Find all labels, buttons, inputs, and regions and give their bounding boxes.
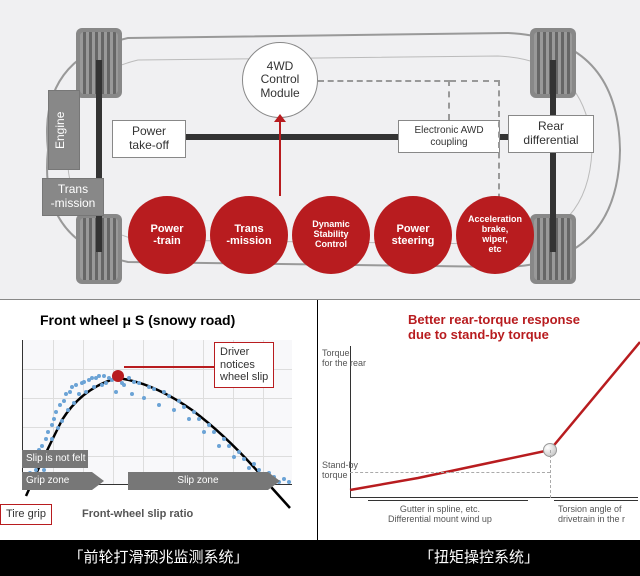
callout-line: [124, 366, 214, 368]
scatter-point: [40, 444, 44, 448]
grip-arrow-icon: [92, 472, 104, 490]
scatter-point: [62, 399, 66, 403]
4wd-control-module: 4WD Control Module: [242, 42, 318, 118]
tire-grip-callout: Tire grip: [0, 504, 52, 525]
dash-vert: [550, 450, 551, 498]
slip-zone-bar: Slip zone: [128, 472, 268, 490]
sensor-circle: Dynamic Stability Control: [292, 196, 370, 274]
scatter-point: [162, 390, 166, 394]
scatter-point: [182, 405, 186, 409]
scatter-point: [46, 430, 50, 434]
grip-zone-bar: Grip zone: [22, 472, 92, 490]
scatter-point: [282, 477, 286, 481]
power-takeoff-box: Power take-off: [112, 120, 186, 158]
scatter-point: [127, 376, 131, 380]
dash-standby: [350, 472, 550, 473]
scatter-point: [50, 423, 54, 427]
caption-left: 「前轮打滑预兆监测系统」: [0, 540, 317, 576]
x-label-r2: Torsion angle of drivetrain in the r: [558, 504, 625, 524]
scatter-point: [58, 403, 62, 407]
scatter-point: [147, 385, 151, 389]
scatter-point: [82, 380, 86, 384]
scatter-point: [84, 390, 88, 394]
dash-down: [448, 80, 450, 120]
scatter-point: [207, 423, 211, 427]
scatter-point: [68, 390, 72, 394]
scatter-point: [92, 385, 96, 389]
sensor-circle: Acceleration brake, wiper, etc: [456, 196, 534, 274]
peak-marker: [112, 370, 124, 382]
chart-title-left: Front wheel μ S (snowy road): [40, 312, 235, 328]
arrowhead-icon: [274, 114, 286, 122]
rear-torque-chart: Better rear-torque response due to stand…: [318, 300, 640, 576]
sensor-circle: Trans -mission: [210, 196, 288, 274]
sensor-circle: Power -train: [128, 196, 206, 274]
scatter-point: [172, 408, 176, 412]
scatter-point: [66, 408, 70, 412]
dash-down2: [498, 80, 500, 210]
electronic-awd-box: Electronic AWD coupling: [398, 120, 500, 153]
scatter-point: [167, 394, 171, 398]
driver-notices-callout: Driver notices wheel slip: [214, 342, 274, 388]
scatter-point: [187, 417, 191, 421]
scatter-point: [56, 426, 60, 430]
scatter-point: [252, 462, 256, 466]
scatter-point: [237, 450, 241, 454]
x-label-r1: Gutter in spline, etc. Differential moun…: [388, 504, 492, 524]
x-axis-label-left: Front-wheel slip ratio: [82, 508, 193, 520]
x-bracket-right: [554, 500, 638, 501]
scatter-point: [52, 417, 56, 421]
dash-right: [318, 80, 450, 82]
engine-box: Engine: [48, 90, 80, 170]
torque-line: [318, 300, 640, 510]
scatter-point: [202, 430, 206, 434]
front-axle: [96, 60, 102, 252]
rear-axle: [550, 60, 556, 252]
red-arrow-up: [279, 118, 281, 196]
front-wheel-slip-chart: Front wheel μ S (snowy road) Driver noti…: [0, 300, 318, 576]
slip-not-felt-bar: Slip is not felt: [22, 450, 88, 468]
scatter-point: [104, 381, 108, 385]
dash-right2: [450, 80, 500, 82]
scatter-point: [132, 380, 136, 384]
sensor-circle: Power steering: [374, 196, 452, 274]
scatter-point: [217, 444, 221, 448]
scatter-point: [247, 466, 251, 470]
rear-diff-box: Rear differential: [508, 115, 594, 153]
slip-arrow-icon: [268, 472, 280, 490]
caption-right: 「扭矩操控系统」: [318, 540, 640, 576]
scatter-point: [152, 387, 156, 391]
scatter-point: [157, 403, 161, 407]
scatter-point: [287, 480, 291, 484]
scatter-point: [142, 396, 146, 400]
scatter-point: [242, 457, 246, 461]
scatter-point: [212, 430, 216, 434]
awd-system-diagram: Engine Trans -mission Power take-off Ele…: [0, 0, 640, 300]
x-bracket-left: [368, 500, 528, 501]
transmission-box: Trans -mission: [42, 178, 104, 216]
scatter-point: [177, 399, 181, 403]
